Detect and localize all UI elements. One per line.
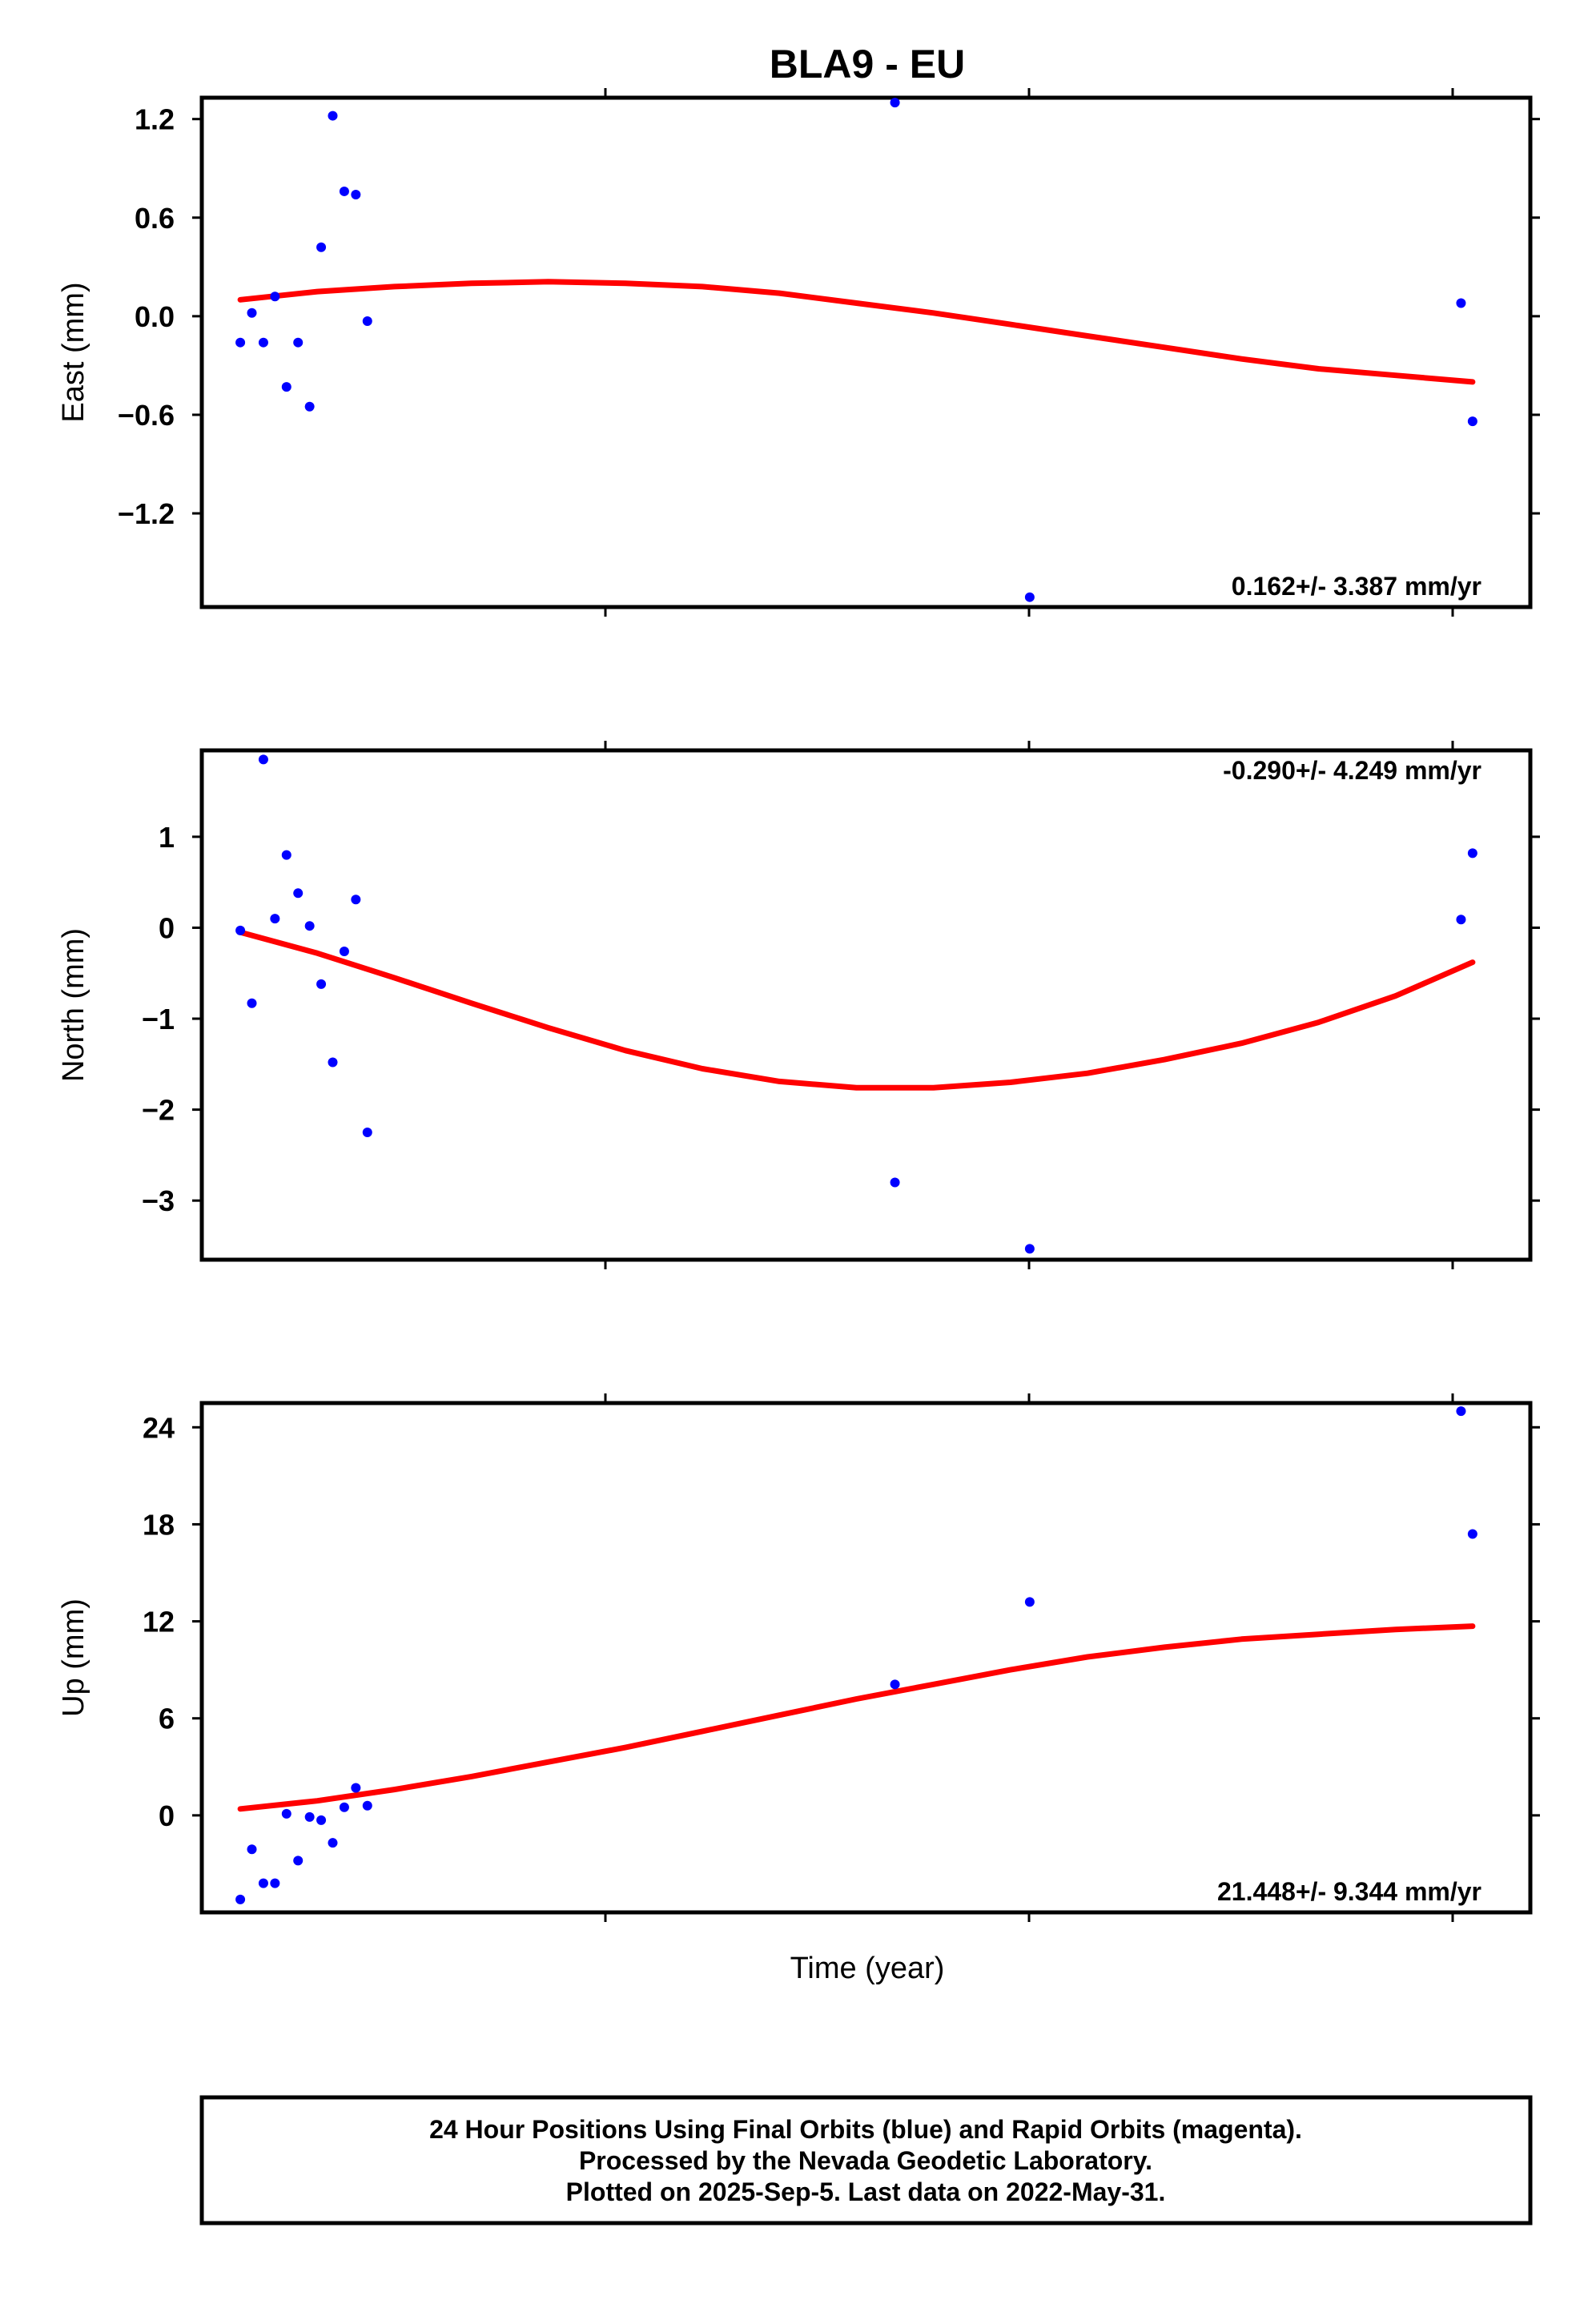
east-ytick-label: −1.2 (118, 497, 175, 530)
east-data-point (293, 337, 304, 348)
east-data-point (304, 401, 315, 412)
east-data-point (316, 242, 327, 252)
up-data-point (890, 1679, 900, 1690)
east-data-point (339, 186, 349, 196)
north-data-point (316, 979, 327, 989)
up-data-point (258, 1878, 268, 1888)
east-data-point (351, 190, 361, 200)
north-ytick-label: −1 (142, 1003, 175, 1035)
north-data-point (351, 895, 361, 905)
up-ytick-label: 0 (159, 1799, 175, 1832)
up-data-point (1024, 1597, 1035, 1607)
north-y-axis-label: North (mm) (57, 928, 90, 1082)
east-data-point (247, 308, 257, 318)
north-data-point (293, 888, 304, 899)
up-data-point (247, 1844, 257, 1855)
north-data-point (281, 850, 291, 860)
up-data-point (270, 1878, 280, 1888)
east-rate-label: 0.162+/- 3.387 mm/yr (1232, 572, 1481, 601)
north-data-point (1456, 915, 1466, 925)
east-data-point (258, 337, 268, 348)
up-data-point (281, 1808, 291, 1819)
east-data-point (1024, 592, 1035, 602)
up-data-point (1467, 1529, 1477, 1539)
footer-line-3: Plotted on 2025-Sep-5. Last data on 2022… (566, 2177, 1166, 2206)
up-y-axis-label: Up (mm) (57, 1598, 90, 1717)
east-data-point (281, 382, 291, 392)
up-plot-frame (199, 1401, 1533, 1915)
east-data-point (270, 292, 280, 302)
east-plot-frame (199, 95, 1533, 609)
up-rate-label: 21.448+/- 9.344 mm/yr (1217, 1877, 1481, 1906)
east-ytick-label: 1.2 (135, 103, 175, 136)
north-ytick-label: −2 (142, 1094, 175, 1127)
east-data-point (235, 337, 246, 348)
up-ytick-label: 18 (143, 1508, 175, 1541)
footer-box (199, 2095, 1533, 2225)
chart-title: BLA9 - EU (770, 42, 965, 86)
east-data-point (1467, 416, 1477, 427)
north-data-point (1467, 848, 1477, 858)
up-data-point (1456, 1406, 1466, 1417)
up-data-point (339, 1802, 349, 1812)
east-data-point (1456, 298, 1466, 308)
east-y-axis-label: East (mm) (57, 282, 90, 422)
up-ytick-label: 24 (143, 1411, 175, 1444)
north-data-point (1024, 1244, 1035, 1254)
east-data-point (362, 316, 372, 327)
up-ytick-label: 6 (159, 1703, 175, 1735)
north-fit-line (237, 929, 1476, 1091)
east-fit-line (237, 279, 1476, 385)
north-rate-label: -0.290+/- 4.249 mm/yr (1223, 756, 1481, 785)
north-ytick-label: 1 (159, 821, 175, 854)
up-panel: 24 18 12 6 0 Up (mm) 21.448+/- 9.344 mm/yr (57, 1393, 1540, 1922)
east-ytick-label: −0.6 (118, 399, 175, 432)
up-data-point (362, 1800, 372, 1811)
up-data-point (328, 1838, 338, 1848)
footer-line-1: 24 Hour Positions Using Final Orbits (bl… (429, 2115, 1302, 2144)
north-panel: 1 0 −1 −2 −3 North (mm) -0.290+/- 4.249 mm/yr (57, 741, 1540, 1269)
up-fit-line (237, 1623, 1476, 1812)
north-data-point (235, 925, 246, 935)
north-data-point (362, 1128, 372, 1137)
up-data-point (304, 1811, 315, 1822)
north-data-point (339, 946, 349, 956)
north-plot-frame (199, 748, 1533, 1262)
up-data-point (293, 1856, 304, 1866)
north-ytick-label: −3 (142, 1184, 175, 1217)
east-data-point (890, 98, 900, 108)
north-data-point (890, 1177, 900, 1188)
x-axis-label: Time (year) (790, 1952, 945, 1985)
up-data-point (316, 1815, 327, 1825)
north-data-point (247, 998, 257, 1008)
up-data-point (235, 1894, 246, 1904)
north-data-point (328, 1057, 338, 1068)
up-data-point (351, 1783, 361, 1793)
north-ytick-label: 0 (159, 911, 175, 944)
east-ytick-label: 0.6 (135, 202, 175, 235)
north-data-point (258, 754, 268, 765)
up-ytick-label: 12 (143, 1606, 175, 1638)
east-ytick-label: 0.0 (135, 300, 175, 333)
footer-line-2: Processed by the Nevada Geodetic Laborat… (579, 2146, 1152, 2175)
east-data-point (328, 111, 338, 121)
north-data-point (304, 921, 315, 931)
east-panel: 1.2 0.6 0.0 −0.6 −1.2 East (mm) 0.162+/- 3.387… (57, 88, 1540, 617)
north-data-point (270, 914, 280, 924)
